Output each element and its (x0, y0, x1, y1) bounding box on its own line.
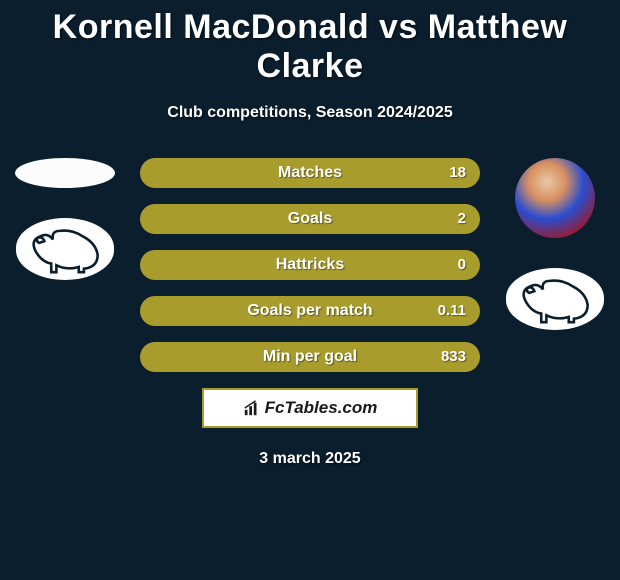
right-club-logo (506, 268, 604, 330)
ram-icon (512, 274, 598, 326)
left-club-logo (16, 218, 114, 280)
stat-value-right: 0 (458, 250, 466, 280)
stat-label: Goals per match (140, 296, 480, 326)
page-title: Kornell MacDonald vs Matthew Clarke (0, 0, 620, 86)
subtitle: Club competitions, Season 2024/2025 (0, 104, 620, 122)
stat-row-hattricks: Hattricks 0 (140, 250, 480, 280)
stat-bars: Matches 18 Goals 2 Hattricks 0 Goals per… (140, 158, 480, 372)
brand-box[interactable]: FcTables.com (202, 388, 418, 428)
comparison-area: Matches 18 Goals 2 Hattricks 0 Goals per… (0, 158, 620, 468)
ram-icon (22, 224, 108, 276)
stat-row-goals: Goals 2 (140, 204, 480, 234)
stat-label: Hattricks (140, 250, 480, 280)
brand-text: FcTables.com (265, 398, 378, 418)
date-text: 3 march 2025 (0, 450, 620, 468)
stat-row-min-per-goal: Min per goal 833 (140, 342, 480, 372)
left-player-avatar (15, 158, 115, 188)
stat-value-right: 0.11 (438, 296, 466, 326)
right-player-avatar (515, 158, 595, 238)
stat-label: Matches (140, 158, 480, 188)
stat-row-goals-per-match: Goals per match 0.11 (140, 296, 480, 326)
stat-value-right: 833 (441, 342, 466, 372)
stat-row-matches: Matches 18 (140, 158, 480, 188)
stat-value-right: 18 (449, 158, 466, 188)
left-player-column (10, 158, 120, 280)
stat-label: Min per goal (140, 342, 480, 372)
right-player-column (500, 158, 610, 330)
stat-value-right: 2 (458, 204, 466, 234)
stat-label: Goals (140, 204, 480, 234)
bar-chart-icon (243, 399, 261, 417)
